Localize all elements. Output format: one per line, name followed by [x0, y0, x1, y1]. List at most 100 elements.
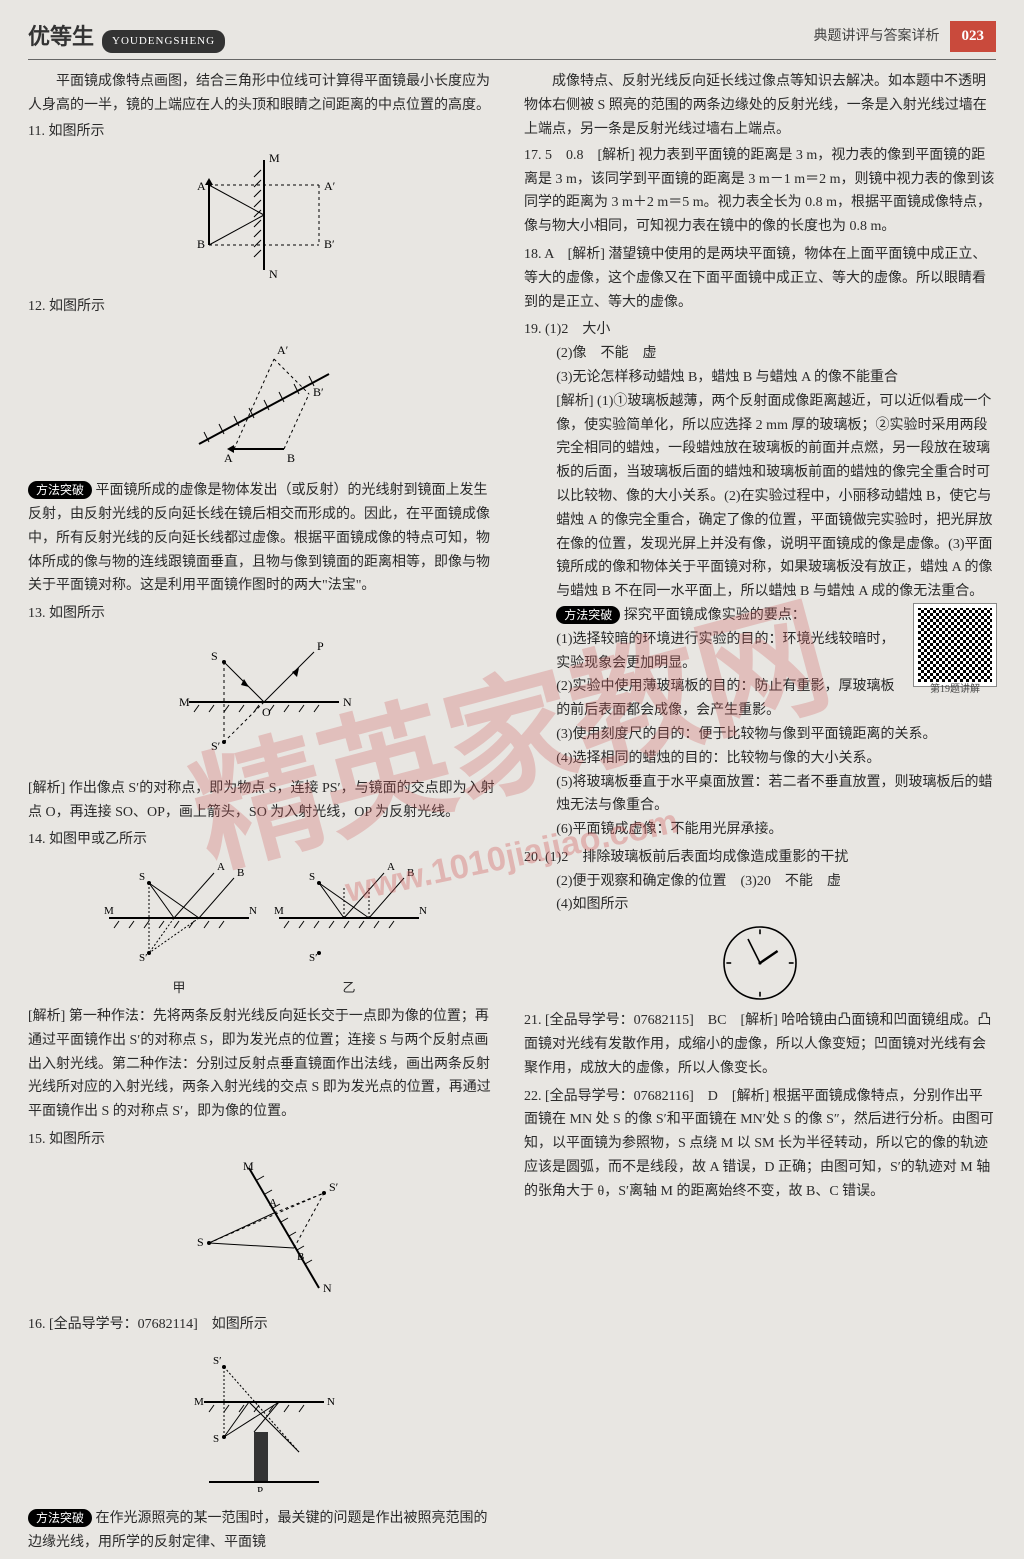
svg-text:S: S	[213, 1433, 219, 1445]
fig11-svg: M N A B A′	[179, 150, 349, 280]
fig14a-caption: 甲	[99, 977, 259, 999]
svg-text:P: P	[257, 1485, 263, 1492]
header-subtitle: 典题讲评与答案详析	[814, 25, 940, 49]
header-right: 典题讲评与答案详析 023	[814, 21, 997, 53]
q14-label: 14. 如图甲或乙所示	[28, 832, 147, 847]
method-tag: 方法突破	[28, 1509, 92, 1527]
svg-text:M: M	[104, 905, 114, 917]
qr-code	[914, 604, 996, 686]
q20-1: 20. (1)2 排除玻璃板前后表面均成像造成重影的干扰	[524, 846, 996, 870]
method16-text: 在作光源照亮的某一范围时，最关键的问题是作出被照亮范围的边缘光线，用所学的反射定…	[28, 1511, 488, 1550]
clock-svg	[720, 923, 800, 1003]
svg-text:N: N	[249, 905, 257, 917]
fig14a-svg: MN S S′ AB	[99, 858, 259, 968]
q18-label: 18. A	[524, 247, 568, 262]
question-21: 21. [全品导学号：07682115] BC [解析] 哈哈镜由凸面镜和凹面镜…	[524, 1009, 996, 1080]
question-22: 22. [全品导学号：07682116] D [解析] 根据平面镜成像特点，分别…	[524, 1085, 996, 1204]
figure-16: MN S S′ P	[28, 1342, 500, 1501]
q19-2: (2)像 不能 虚	[556, 342, 996, 366]
method12-text: 平面镜所成的虚像是物体发出（或反射）的光线射到镜面上发生反射，由反射光线的反向延…	[28, 483, 490, 593]
svg-text:N: N	[419, 905, 427, 917]
question-17: 17. 5 0.8 [解析] 视力表到平面镜的距离是 3 m，视力表的像到平面镜…	[524, 144, 996, 239]
question-12: 12. 如图所示 A B A′ B′	[28, 295, 500, 474]
question-11: 11. 如图所示 M N A B	[28, 120, 500, 289]
svg-text:A: A	[269, 1197, 277, 1209]
book-title: 优等生	[28, 18, 94, 55]
method19-4: (4)选择相同的蜡烛的目的：比较物与像的大小关系。	[556, 747, 996, 771]
svg-text:M: M	[243, 1159, 254, 1173]
method19-6: (6)平面镜成虚像：不能用光屏承接。	[556, 818, 996, 842]
question-16: 16. [全品导学号：07682114] 如图所示 MN S S′ P	[28, 1313, 500, 1502]
q22-label: 22. [全品导学号：07682116] D	[524, 1089, 732, 1104]
svg-text:A: A	[197, 179, 206, 193]
fig13-svg: MN S S′ P O	[169, 632, 359, 762]
figure-15: MN S S′ AB	[28, 1158, 500, 1307]
question-13: 13. 如图所示 MN S S′ P	[28, 602, 500, 824]
method19-3: (3)使用刻度尺的目的：便于比较物与像到平面镜距离的关系。	[556, 723, 996, 747]
svg-text:S′: S′	[329, 1180, 339, 1194]
svg-text:A: A	[217, 861, 225, 873]
q13-analysis-text: 作出像点 S′的对称点，即为物点 S，连接 PS′，与镜面的交点即为入射点 O，…	[28, 781, 495, 820]
figure-13: MN S S′ P O	[28, 632, 500, 771]
analysis-tag: 解析	[745, 1013, 773, 1028]
figure-12: A B A′ B′	[28, 324, 500, 473]
method-tag: 方法突破	[28, 481, 92, 499]
fig15-svg: MN S S′ AB	[179, 1158, 349, 1298]
svg-text:N: N	[323, 1281, 332, 1295]
svg-text:M: M	[274, 905, 284, 917]
figure-11: M N A B A′	[28, 150, 500, 289]
svg-text:S: S	[211, 649, 218, 663]
q17-label: 17. 5 0.8	[524, 148, 598, 163]
svg-text:N: N	[343, 695, 352, 709]
analysis-tag: 解析	[33, 781, 61, 796]
analysis-tag: 解析	[572, 247, 600, 262]
q16-label: 16. [全品导学号：07682114] 如图所示	[28, 1317, 268, 1332]
figure-14: MN S S′ AB 甲	[28, 858, 500, 999]
svg-text:B: B	[197, 237, 205, 251]
analysis-tag: 解析	[737, 1089, 765, 1104]
svg-text:B: B	[237, 867, 244, 879]
q20-4: (4)如图所示	[556, 893, 996, 917]
page-header: 优等生 YOUDENGSHENG 典题讲评与答案详析 023	[28, 18, 996, 60]
method-tag: 方法突破	[556, 606, 620, 624]
method-12: 方法突破 平面镜所成的虚像是物体发出（或反射）的光线射到镜面上发生反射，由反射光…	[28, 479, 500, 598]
svg-text:M: M	[179, 695, 190, 709]
right-column: 成像特点、反射光线反向延长线过像点等知识去解决。如本题中不透明物体右侧被 S 照…	[524, 70, 996, 1558]
q13-analysis: [解析] 作出像点 S′的对称点，即为物点 S，连接 PS′，与镜面的交点即为入…	[28, 777, 500, 825]
svg-text:S: S	[309, 871, 315, 883]
question-20: 20. (1)2 排除玻璃板前后表面均成像造成重影的干扰 (2)便于观察和确定像…	[524, 846, 996, 1003]
header-left: 优等生 YOUDENGSHENG	[28, 18, 225, 55]
svg-text:B′: B′	[324, 237, 335, 251]
q19-3: (3)无论怎样移动蜡烛 B，蜡烛 B 与蜡烛 A 的像不能重合	[556, 366, 996, 390]
analysis-tag: 解析	[561, 394, 589, 409]
q13-label: 13. 如图所示	[28, 606, 105, 621]
fig14b-caption: 乙	[269, 977, 429, 999]
q19-1: 19. (1)2 大小	[524, 318, 996, 342]
fig12-svg: A B A′ B′	[179, 324, 349, 464]
svg-text:B: B	[407, 867, 414, 879]
book-pinyin: YOUDENGSHENG	[102, 30, 225, 53]
fig14b-svg: M N S S′ AB	[269, 858, 429, 968]
svg-text:B: B	[287, 451, 295, 464]
method19-5: (5)将玻璃板垂直于水平桌面放置：若二者不垂直放置，则玻璃板后的蜡烛无法与像重合…	[556, 771, 996, 819]
svg-text:P: P	[317, 639, 324, 653]
svg-text:S′: S′	[309, 952, 318, 964]
q14-analysis: [解析] 第一种作法：先将两条反射光线反向延长交于一点即为像的位置；再通过平面镜…	[28, 1005, 500, 1124]
q15-label: 15. 如图所示	[28, 1132, 105, 1147]
left-column: 平面镜成像特点画图，结合三角形中位线可计算得平面镜最小长度应为人身高的一半，镜的…	[28, 70, 500, 1558]
q21-label: 21. [全品导学号：07682115] BC	[524, 1013, 740, 1028]
svg-text:N: N	[269, 267, 278, 280]
svg-text:S: S	[197, 1235, 204, 1249]
q19-text: (1)①玻璃板越薄，两个反射面成像距离越近，可以近似看成一个像，使实验简单化，所…	[556, 394, 992, 599]
svg-text:A: A	[224, 451, 233, 464]
svg-text:A′: A′	[324, 179, 336, 193]
svg-text:O: O	[262, 705, 271, 719]
q11-label: 11. 如图所示	[28, 124, 104, 139]
q20-2: (2)便于观察和确定像的位置 (3)20 不能 虚	[556, 870, 996, 894]
svg-text:A′: A′	[277, 343, 289, 357]
method19-head: 探究平面镜成像实验的要点：	[624, 608, 806, 623]
svg-text:A: A	[387, 861, 395, 873]
analysis-tag: 解析	[33, 1009, 61, 1024]
q19-analysis: [解析] (1)①玻璃板越薄，两个反射面成像距离越近，可以近似看成一个像，使实验…	[556, 390, 996, 604]
two-column-layout: 平面镜成像特点画图，结合三角形中位线可计算得平面镜最小长度应为人身高的一半，镜的…	[28, 70, 996, 1558]
